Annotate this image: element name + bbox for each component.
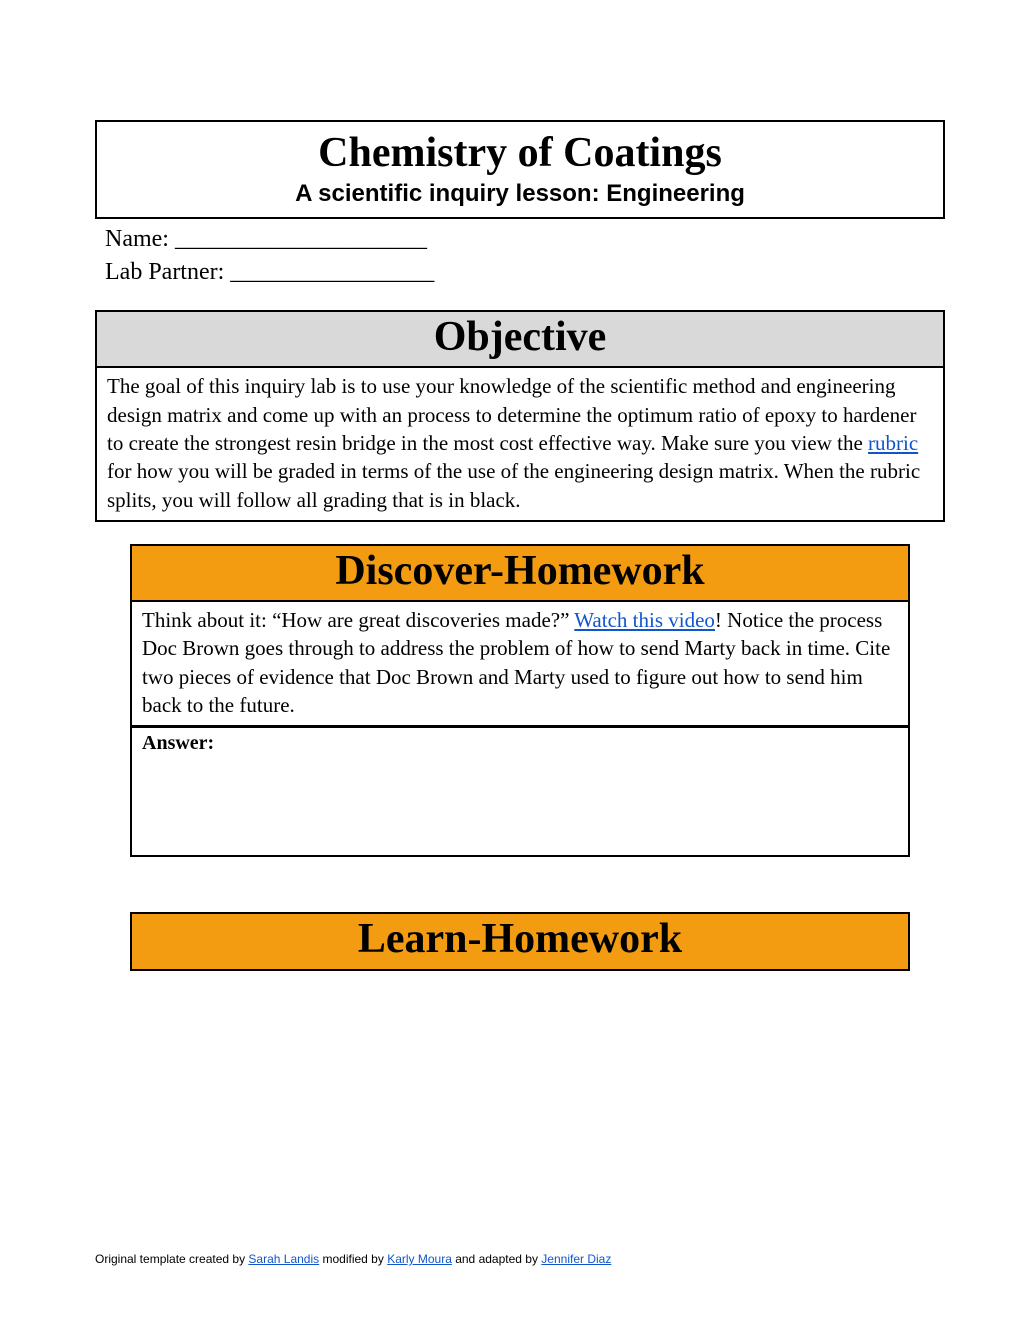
footer-link-sarah[interactable]: Sarah Landis <box>248 1252 319 1266</box>
title-box: Chemistry of Coatings A scientific inqui… <box>95 120 945 219</box>
footer-credits: Original template created by Sarah Landi… <box>95 1252 611 1266</box>
footer-mid2: and adapted by <box>452 1252 541 1266</box>
discover-body: Think about it: “How are great discoveri… <box>130 602 910 727</box>
page-subtitle: A scientific inquiry lesson: Engineering <box>105 180 935 209</box>
watch-video-link[interactable]: Watch this video <box>574 608 715 632</box>
partner-field-line: Lab Partner: _________________ <box>105 256 945 288</box>
name-field-line: Name: _____________________ <box>105 223 945 255</box>
discover-answer-box: Answer: <box>130 727 910 857</box>
answer-label: Answer: <box>142 732 214 754</box>
objective-section: Objective The goal of this inquiry lab i… <box>95 310 945 522</box>
page-title: Chemistry of Coatings <box>105 128 935 178</box>
objective-header: Objective <box>95 310 945 368</box>
discover-section: Discover-Homework Think about it: “How a… <box>130 544 910 858</box>
footer-link-jennifer[interactable]: Jennifer Diaz <box>541 1252 611 1266</box>
learn-section: Learn-Homework <box>130 912 910 970</box>
objective-body: The goal of this inquiry lab is to use y… <box>95 368 945 522</box>
learn-header: Learn-Homework <box>130 912 910 970</box>
footer-mid1: modified by <box>319 1252 387 1266</box>
footer-link-karly[interactable]: Karly Moura <box>387 1252 452 1266</box>
worksheet-page: Chemistry of Coatings A scientific inqui… <box>0 0 1020 1001</box>
objective-text-after: for how you will be graded in terms of t… <box>107 459 920 511</box>
objective-text-before: The goal of this inquiry lab is to use y… <box>107 374 916 455</box>
rubric-link[interactable]: rubric <box>868 431 918 455</box>
discover-text-before: Think about it: “How are great discoveri… <box>142 608 574 632</box>
footer-prefix: Original template created by <box>95 1252 248 1266</box>
student-fields: Name: _____________________ Lab Partner:… <box>105 223 945 288</box>
discover-header: Discover-Homework <box>130 544 910 602</box>
